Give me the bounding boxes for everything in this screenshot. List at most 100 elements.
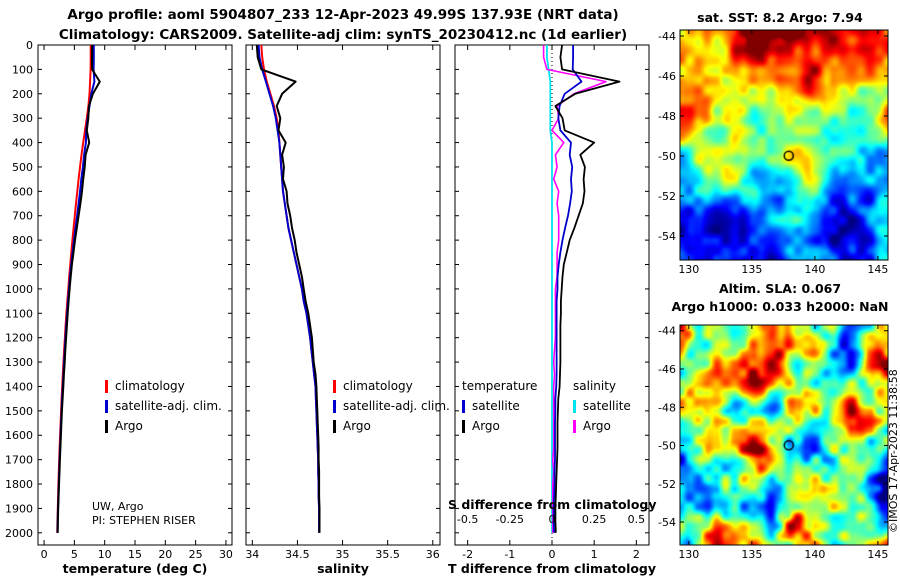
legend-item: Argo [573, 416, 631, 436]
legend-marker [105, 419, 108, 433]
depth-tick-label: 100 [12, 63, 33, 76]
depth-tick-label: 1600 [5, 429, 33, 442]
lon-tick-label: 130 [678, 263, 699, 276]
depth-tick-label: 2000 [5, 527, 33, 540]
difference_profile-frame [454, 44, 650, 546]
depth-tick-label: 1000 [5, 283, 33, 296]
lon-tick-label: 130 [678, 548, 699, 561]
figure-title-line1: Argo profile: aoml 5904807_233 12-Apr-20… [67, 7, 619, 23]
depth-tick-label: 400 [12, 137, 33, 150]
temperature-diff-legend: temperature satellite Argo [462, 376, 537, 436]
x-tick-label: 35 [336, 548, 350, 561]
lon-tick-label: 145 [867, 548, 888, 561]
sla-map-subtitle: Argo h1000: 0.033 h2000: NaN [671, 299, 889, 314]
s-diff-tick-label: 0 [549, 513, 556, 526]
profile-curve [56, 44, 101, 533]
depth-tick-label: 900 [12, 259, 33, 272]
legend-label: Argo [472, 419, 500, 433]
s-difference-axis-label: S difference from climatology [448, 497, 657, 512]
figure-title-line2: Climatology: CARS2009. Satellite-adj cli… [58, 27, 628, 43]
legend-item: Argo [105, 416, 222, 436]
lat-tick-label: -48 [658, 401, 676, 414]
t-difference-axis-label: T difference from climatology [448, 561, 657, 576]
sst-map-image [680, 30, 888, 260]
x-tick-label: 34 [245, 548, 259, 561]
temperature_profile-frame [37, 44, 233, 546]
depth-tick-label: 1500 [5, 405, 33, 418]
legend-item: climatology [333, 376, 450, 396]
x-tick-label: 1 [591, 548, 598, 561]
legend-item: satellite [573, 396, 631, 416]
salinity-diff-legend: salinity satellite Argo [573, 376, 631, 436]
depth-tick-label: 500 [12, 161, 33, 174]
depth-tick-label: 1400 [5, 380, 33, 393]
pi-note: PI: STEPHEN RISER [92, 514, 196, 527]
lat-tick-label: -46 [658, 70, 676, 83]
x-tick-label: 36 [426, 548, 440, 561]
depth-tick-label: 1300 [5, 356, 33, 369]
depth-tick-label: 800 [12, 234, 33, 247]
lat-tick-label: -52 [658, 190, 676, 203]
lon-tick-label: 145 [867, 263, 888, 276]
legend-label: satellite [472, 399, 520, 413]
profile-curve [260, 44, 321, 533]
lat-tick-label: -52 [658, 478, 676, 491]
x-tick-label: 2 [633, 548, 640, 561]
temperature-panel-legend: climatology satellite-adj. clim. Argo [105, 376, 222, 436]
legend-marker [573, 419, 576, 433]
lat-tick-label: -50 [658, 150, 676, 163]
x-tick-label: 30 [219, 548, 233, 561]
depth-tick-label: 600 [12, 185, 33, 198]
profile-curve [56, 45, 96, 533]
legend-marker [333, 419, 336, 433]
lat-tick-label: -54 [658, 230, 676, 243]
legend-label: satellite-adj. clim. [343, 399, 450, 413]
legend-label: climatology [343, 379, 413, 393]
profile-curve [56, 45, 92, 533]
profile-curve [554, 44, 621, 533]
sla-map-image [680, 325, 888, 545]
lon-tick-label: 135 [741, 263, 762, 276]
x-tick-label: 25 [189, 548, 203, 561]
lat-tick-label: -44 [658, 325, 676, 338]
sla-map-title: Altim. SLA: 0.067 [718, 281, 842, 296]
lat-tick-label: -48 [658, 110, 676, 123]
legend-label: satellite [583, 399, 631, 413]
lon-tick-label: 140 [804, 263, 825, 276]
s-diff-tick-label: 0.25 [582, 513, 607, 526]
legend-title: salinity [573, 379, 617, 393]
profile-curve [255, 44, 321, 533]
legend-item: satellite-adj. clim. [333, 396, 450, 416]
depth-tick-label: 700 [12, 210, 33, 223]
salinity-panel-legend: climatology satellite-adj. clim. Argo [333, 376, 450, 436]
legend-title: temperature [462, 379, 538, 393]
org-note: UW, Argo [92, 500, 144, 513]
legend-marker [333, 399, 336, 413]
profile-curve [552, 45, 583, 533]
depth-tick-label: 1800 [5, 478, 33, 491]
salinity-axis-label: salinity [317, 561, 369, 576]
profile-curve [542, 45, 607, 533]
depth-tick-label: 1100 [5, 307, 33, 320]
legend-label: climatology [115, 379, 185, 393]
x-tick-label: 5 [71, 548, 78, 561]
x-tick-label: -1 [504, 548, 515, 561]
x-tick-label: 34.5 [285, 548, 310, 561]
lat-tick-label: -46 [658, 363, 676, 376]
legend-item: Argo [333, 416, 450, 436]
x-tick-label: 15 [128, 548, 142, 561]
x-tick-label: 20 [158, 548, 172, 561]
legend-marker [573, 399, 576, 413]
x-tick-label: 35.5 [375, 548, 400, 561]
lon-tick-label: 135 [741, 548, 762, 561]
legend-item: climatology [105, 376, 222, 396]
depth-tick-label: 1900 [5, 502, 33, 515]
lat-tick-label: -54 [658, 516, 676, 529]
sst-map-title: sat. SST: 8.2 Argo: 7.94 [697, 10, 863, 25]
legend-item: satellite [462, 396, 537, 416]
depth-tick-label: 200 [12, 88, 33, 101]
temperature-axis-label: temperature (deg C) [62, 561, 208, 576]
profile-curve [257, 44, 321, 533]
depth-tick-label: 300 [12, 112, 33, 125]
